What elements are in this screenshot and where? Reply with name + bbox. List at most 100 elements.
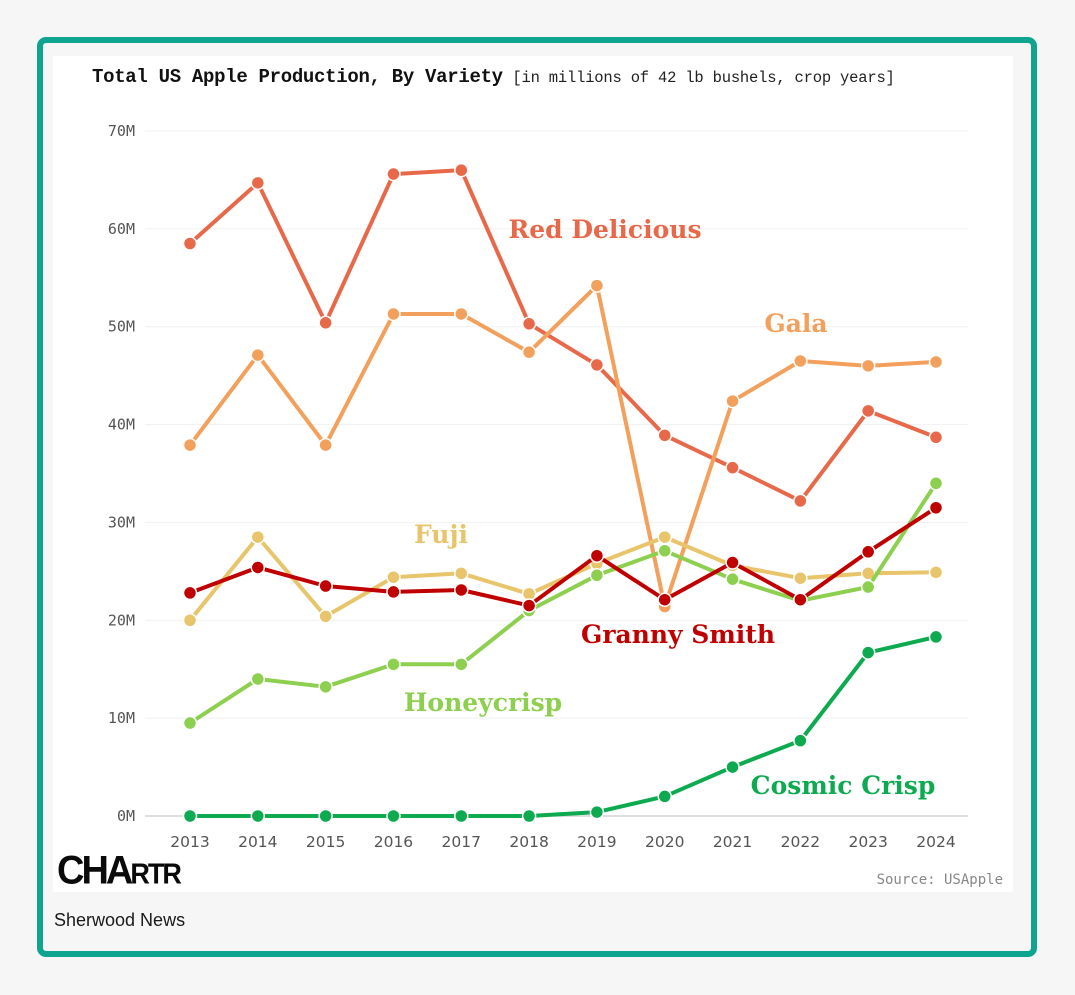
series-honeycrisp (182, 476, 944, 731)
granny-smith-point-2017 (454, 582, 469, 598)
fuji-point-2016 (386, 569, 401, 585)
x-axis-ticks: 2013 2014 2015 2016 2017 2018 2019 2020 2021 2022… (170, 833, 955, 851)
x-tick-label: 2015 (306, 833, 345, 851)
honeycrisp-point-2016 (386, 657, 401, 672)
cosmic-crisp-point-2024 (928, 629, 944, 645)
series-granny-smith (182, 500, 944, 613)
line-chart: 0M 10M 20M 30M 40M 50M 60M 70M 2013 2014 2015 2016… (108, 122, 968, 851)
y-tick-label: 0M (117, 807, 135, 825)
logo-text-large: CHA (57, 848, 133, 893)
x-tick-label: 2024 (916, 833, 955, 851)
x-tick-label: 2016 (374, 833, 413, 851)
chart-subtitle: [in millions of 42 lb bushels, crop year… (512, 69, 895, 87)
x-tick-label: 2018 (509, 833, 548, 851)
red-delicious-point-2020 (657, 428, 672, 443)
honeycrisp-point-2020 (657, 543, 672, 559)
granny-smith-point-2021 (725, 555, 740, 570)
series-label-cosmic-crisp: Cosmic Crisp (751, 771, 936, 800)
gala-point-2019 (589, 278, 605, 293)
granny-smith-point-2016 (386, 584, 401, 600)
gala-point-2015 (318, 437, 333, 453)
x-tick-label: 2014 (238, 833, 277, 851)
chart-panel: 0M 10M 20M 30M 40M 50M 60M 70M 2013 2014 2015 2016… (53, 56, 1013, 892)
y-tick-label: 70M (108, 122, 135, 140)
gala-point-2024 (928, 354, 944, 370)
series-cosmic-crisp (182, 629, 944, 824)
red-delicious-point-2023 (860, 403, 876, 419)
honeycrisp-point-2024 (928, 476, 944, 491)
gala-point-2023 (860, 358, 876, 374)
series-label-red-delicious: Red Delicious (508, 215, 701, 244)
gala-point-2014 (250, 347, 266, 363)
fuji-point-2022 (793, 570, 808, 586)
honeycrisp-point-2013 (182, 715, 198, 731)
granny-smith-point-2022 (793, 592, 808, 607)
cosmic-crisp-point-2019 (589, 804, 605, 820)
granny-smith-point-2018 (521, 598, 537, 613)
series-label-fuji: Fuji (414, 520, 468, 549)
gala-point-2017 (454, 306, 469, 322)
honeycrisp-point-2015 (318, 679, 333, 695)
cosmic-crisp-point-2015 (318, 808, 333, 824)
publisher-name: Sherwood News (54, 910, 186, 930)
cosmic-crisp-point-2018 (521, 808, 537, 824)
honeycrisp-point-2017 (454, 657, 469, 672)
x-tick-label: 2022 (781, 833, 820, 851)
series-label-gala: Gala (764, 309, 827, 338)
granny-smith-point-2013 (182, 585, 198, 601)
y-axis-ticks: 0M 10M 20M 30M 40M 50M 60M 70M (108, 122, 135, 825)
y-tick-label: 20M (108, 611, 135, 629)
gala-point-2016 (386, 306, 401, 322)
series-gala (182, 278, 944, 614)
granny-smith-point-2015 (318, 578, 333, 594)
honeycrisp-point-2021 (725, 571, 740, 587)
cosmic-crisp-point-2022 (793, 733, 808, 748)
fuji-point-2017 (454, 566, 469, 581)
series-labels: Red Delicious Gala Fuji Honeycrisp Granny Sm… (404, 215, 936, 800)
y-tick-label: 60M (108, 220, 135, 238)
x-tick-label: 2021 (713, 833, 752, 851)
gala-point-2018 (521, 344, 537, 360)
cosmic-crisp-point-2016 (386, 808, 401, 824)
series-label-granny-smith: Granny Smith (581, 620, 775, 649)
red-delicious-point-2016 (386, 166, 401, 182)
red-delicious-point-2022 (793, 493, 808, 509)
red-delicious-point-2019 (589, 357, 605, 373)
fuji-point-2014 (250, 529, 266, 545)
chartr-logo: CHARTR (57, 848, 182, 894)
y-tick-label: 10M (108, 709, 135, 727)
granny-smith-point-2014 (250, 560, 266, 575)
gala-line (188, 283, 938, 609)
red-delicious-line (188, 168, 938, 503)
red-delicious-point-2021 (725, 460, 740, 475)
x-tick-label: 2020 (645, 833, 684, 851)
x-tick-label: 2017 (442, 833, 481, 851)
red-delicious-point-2017 (454, 162, 469, 178)
granny-smith-point-2019 (589, 548, 605, 563)
red-delicious-point-2018 (521, 316, 537, 332)
series-label-honeycrisp: Honeycrisp (404, 688, 562, 717)
y-tick-label: 50M (108, 318, 135, 336)
chart-title: Total US Apple Production, By Variety [i… (92, 66, 895, 88)
x-tick-label: 2013 (170, 833, 209, 851)
y-tick-label: 30M (108, 513, 135, 531)
red-delicious-point-2015 (318, 315, 333, 331)
cosmic-crisp-line (188, 634, 938, 818)
cosmic-crisp-point-2013 (182, 808, 198, 824)
honeycrisp-point-2019 (589, 568, 605, 583)
logo-text-small: RTR (130, 858, 181, 890)
cosmic-crisp-point-2023 (860, 645, 876, 660)
honeycrisp-line (188, 481, 938, 725)
y-tick-label: 40M (108, 416, 135, 434)
x-tick-label: 2019 (577, 833, 616, 851)
red-delicious-point-2013 (182, 236, 198, 251)
honeycrisp-point-2023 (860, 579, 876, 595)
gala-point-2021 (725, 393, 740, 409)
gala-point-2022 (793, 353, 808, 369)
granny-smith-point-2023 (860, 544, 876, 560)
cosmic-crisp-point-2017 (454, 808, 469, 824)
red-delicious-point-2014 (250, 175, 266, 191)
fuji-point-2013 (182, 613, 198, 628)
granny-smith-line (188, 505, 938, 608)
series-lines (182, 162, 944, 824)
